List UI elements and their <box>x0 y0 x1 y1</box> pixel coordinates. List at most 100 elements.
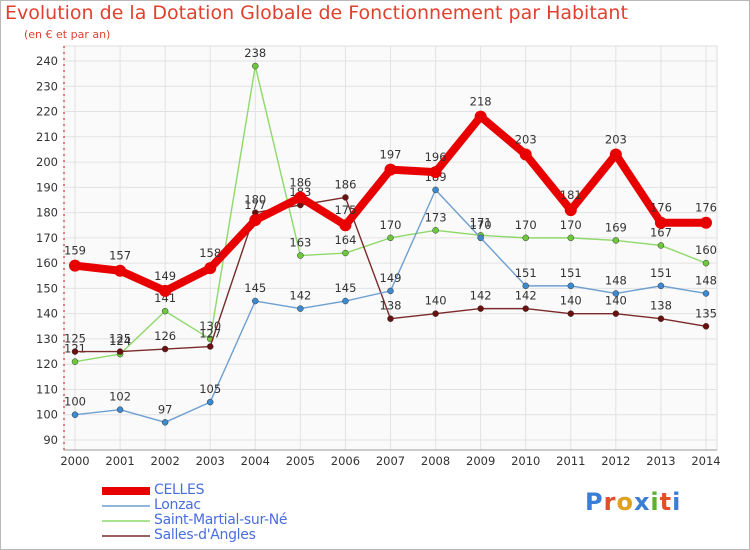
data-label: 151 <box>560 266 582 280</box>
data-point <box>387 287 394 295</box>
data-label: 97 <box>158 402 173 416</box>
y-tick-label: 160 <box>36 256 58 270</box>
data-point <box>114 264 127 277</box>
data-point <box>522 282 529 290</box>
data-label: 181 <box>560 188 582 202</box>
data-label: 157 <box>109 249 131 263</box>
data-label: 170 <box>470 218 492 232</box>
data-point <box>294 191 307 204</box>
y-tick-label: 170 <box>36 231 58 245</box>
data-label: 163 <box>289 236 311 250</box>
data-label: 177 <box>244 198 266 212</box>
data-label: 126 <box>154 329 176 343</box>
logo-letter: P <box>585 488 604 516</box>
data-label: 160 <box>695 243 717 257</box>
data-label: 171 <box>470 215 492 229</box>
x-tick-label: 2000 <box>60 454 89 468</box>
x-tick-label: 2013 <box>646 454 675 468</box>
data-point <box>477 305 484 312</box>
y-tick-label: 210 <box>36 130 58 144</box>
x-tick-label: 2006 <box>331 454 360 468</box>
data-label: 238 <box>244 46 266 60</box>
data-point <box>384 163 397 176</box>
data-point <box>161 419 169 426</box>
data-point <box>612 310 620 317</box>
data-point <box>69 259 81 272</box>
data-point <box>71 411 79 418</box>
y-tick-label: 220 <box>36 105 58 119</box>
data-point <box>297 305 304 312</box>
data-point <box>519 148 532 161</box>
y-tick-label: 90 <box>43 433 58 447</box>
x-tick-label: 2004 <box>241 454 270 468</box>
data-label: 105 <box>199 382 221 396</box>
data-point <box>252 297 259 305</box>
legend-label-celles: CELLES <box>154 482 205 498</box>
logo-letter: i <box>650 488 660 516</box>
proxiti-logo: Proxiti <box>585 488 681 516</box>
data-label: 203 <box>605 132 627 146</box>
data-point <box>567 282 575 290</box>
data-label: 102 <box>109 390 131 404</box>
data-point <box>657 315 665 322</box>
data-label: 167 <box>650 225 672 239</box>
data-point <box>342 297 349 305</box>
legend-swatch-lonzac <box>102 505 150 507</box>
data-label: 203 <box>515 132 537 146</box>
x-tick-label: 2001 <box>105 454 134 468</box>
data-point <box>567 234 575 242</box>
data-point <box>161 345 169 353</box>
data-label: 138 <box>380 299 402 313</box>
data-point <box>657 242 665 249</box>
y-tick-label: 110 <box>36 382 58 396</box>
data-label: 140 <box>605 294 627 308</box>
data-label: 218 <box>470 95 492 109</box>
data-label: 145 <box>244 281 266 295</box>
x-tick-label: 2002 <box>151 454 180 468</box>
data-point <box>700 216 712 229</box>
data-point <box>522 305 529 312</box>
data-label: 125 <box>109 332 131 346</box>
data-point <box>342 249 349 257</box>
y-tick-label: 120 <box>36 357 58 371</box>
data-label: 173 <box>425 210 447 224</box>
legend-label-salles-d-angles: Salles-d'Angles <box>154 527 256 543</box>
data-point <box>161 307 169 315</box>
y-tick-label: 230 <box>36 79 58 93</box>
data-label: 186 <box>334 177 356 191</box>
data-label: 138 <box>650 299 672 313</box>
data-label: 148 <box>605 273 627 287</box>
data-point <box>429 166 442 179</box>
y-tick-label: 150 <box>36 281 58 295</box>
data-label: 140 <box>560 294 582 308</box>
data-label: 176 <box>650 201 672 215</box>
data-label: 169 <box>605 220 627 234</box>
data-label: 159 <box>64 244 86 258</box>
y-tick-label: 130 <box>36 332 58 346</box>
data-point <box>612 290 620 297</box>
data-label: 196 <box>425 150 447 164</box>
data-point <box>116 406 124 413</box>
data-point <box>564 204 577 217</box>
y-tick-label: 200 <box>36 155 58 169</box>
data-point <box>657 282 665 290</box>
logo-letter: o <box>616 488 634 516</box>
data-point <box>612 237 620 244</box>
data-label: 145 <box>334 281 356 295</box>
data-point <box>474 110 487 123</box>
data-label: 140 <box>425 294 447 308</box>
data-point <box>522 234 529 242</box>
legend-swatch-salles-d-angles <box>102 535 150 537</box>
data-label: 175 <box>334 203 356 217</box>
x-tick-label: 2003 <box>196 454 225 468</box>
data-point <box>249 214 262 227</box>
x-tick-label: 2014 <box>691 454 720 468</box>
data-point <box>342 194 349 201</box>
y-tick-label: 100 <box>36 408 58 422</box>
data-point <box>252 62 259 70</box>
data-label: 158 <box>199 246 221 260</box>
data-label: 164 <box>334 233 356 247</box>
data-label: 148 <box>695 273 717 287</box>
data-point <box>702 323 710 330</box>
data-label: 151 <box>515 266 537 280</box>
